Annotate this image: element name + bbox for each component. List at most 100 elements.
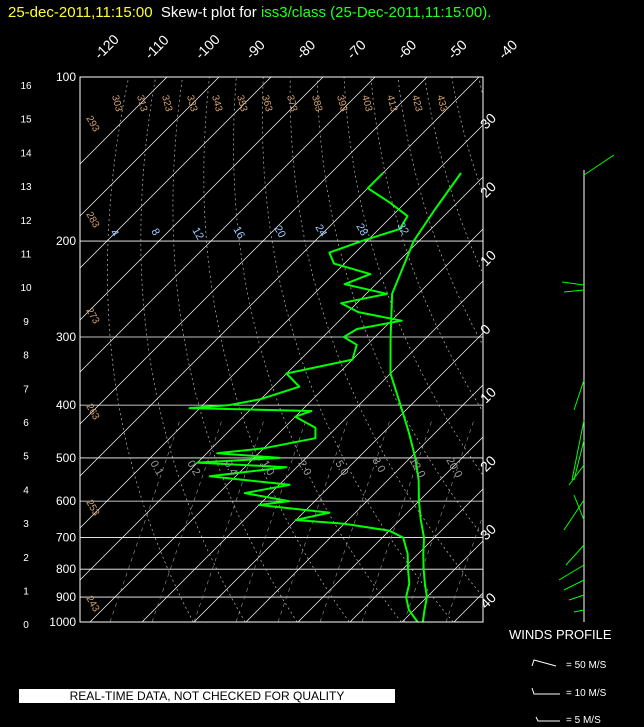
mixing-ratio-label: 20	[271, 224, 288, 241]
mixing-ratio-label: 4	[107, 228, 120, 239]
dry-adiabat-label: 363	[259, 94, 274, 113]
dry-adiabat-label: 423	[409, 94, 424, 113]
wind-barb	[583, 154, 615, 176]
mixing-ratio-line	[445, 514, 483, 622]
pressure-tick-label: 100	[56, 70, 76, 84]
lower-mixing-label: 0.1	[147, 459, 165, 478]
temp-tick-top: -50	[444, 36, 470, 62]
wind-barb	[573, 439, 585, 481]
dry-adiabat-label: 313	[134, 94, 149, 113]
winds-profile-title: WINDS PROFILE	[509, 627, 612, 642]
isotherm-line	[80, 124, 483, 529]
height-km-label: 7	[23, 384, 29, 395]
mixing-ratio-label: 16	[230, 225, 247, 242]
dry-adiabat-label: 383	[309, 94, 324, 113]
mixing-ratio-label: 24	[312, 223, 329, 240]
dry-adiabat-label: 323	[159, 94, 174, 113]
isotherm-line	[506, 77, 644, 622]
isotherm-line	[80, 77, 272, 269]
pressure-tick-label: 800	[56, 562, 76, 576]
height-km-label: 4	[23, 485, 29, 496]
dry-adiabat-line	[451, 77, 483, 195]
temp-tick-top: -40	[495, 36, 521, 62]
mixing-ratio-line	[403, 419, 475, 622]
title-plot-label: Skew-t plot for	[160, 4, 257, 21]
wind-barb	[573, 494, 585, 521]
wind-barb	[565, 544, 585, 566]
wind-barb	[558, 564, 585, 581]
mixing-ratio-line	[361, 419, 433, 622]
dewpoint-trace	[188, 172, 419, 622]
plot-inner	[80, 77, 644, 622]
pressure-tick-label: 900	[56, 590, 76, 604]
wind-barb	[561, 281, 585, 286]
height-km-label: 15	[20, 115, 32, 126]
dry-adiabat-line	[203, 77, 350, 622]
temp-tick-top: -70	[343, 36, 369, 62]
mixing-ratio-label: 12	[189, 226, 206, 243]
height-km-label: 0	[23, 620, 29, 631]
dry-adiabat-label: 293	[83, 114, 101, 134]
height-km-label: 14	[20, 148, 32, 159]
lower-mixing-label: 12.0	[406, 456, 427, 481]
title-station: iss3/class	[260, 4, 326, 21]
height-km-label: 3	[23, 519, 29, 530]
dry-adiabat-label: 433	[434, 94, 449, 113]
wind-barb	[568, 464, 585, 486]
temp-tick-right: 40	[477, 589, 499, 611]
temp-tick-right: 20	[477, 178, 499, 200]
wind-legend-50: = 50 M/S	[566, 660, 607, 671]
isotherm-line	[80, 77, 428, 425]
legend-barb-10	[531, 687, 560, 695]
isotherm-line	[80, 77, 324, 321]
dry-adiabat-line	[370, 77, 483, 413]
title-datetime: 25-dec-2011,11:15:00	[8, 4, 153, 21]
isotherm-line	[349, 488, 483, 622]
height-km-label: 10	[20, 283, 32, 294]
dry-adiabat-label: 283	[83, 210, 101, 230]
lower-mixing-label: 2.0	[295, 459, 313, 478]
dry-adiabat-line	[140, 77, 246, 622]
height-km-label: 11	[21, 250, 32, 261]
dry-adiabat-label: 373	[284, 94, 299, 113]
wind-legend-10: = 10 M/S	[566, 688, 607, 699]
mixing-ratio-label: 28	[353, 222, 370, 239]
height-km-label: 6	[23, 418, 29, 429]
temp-tick-top: -100	[192, 31, 223, 62]
temp-tick-right: 0	[477, 321, 494, 338]
dry-adiabat-line	[640, 77, 644, 622]
temp-tick-right: 10	[477, 247, 499, 269]
dry-adiabat-label: 413	[384, 94, 399, 113]
quality-disclaimer: REAL-TIME DATA, NOT CHECKED FOR QUALITY	[19, 689, 395, 703]
dry-adiabat-line	[586, 77, 644, 622]
isotherm-line	[80, 77, 480, 477]
lower-mixing-label: 8.0	[369, 456, 387, 475]
dry-adiabat-line	[559, 77, 644, 622]
temp-tick-right: 20	[477, 452, 499, 474]
dry-adiabat-line	[424, 77, 483, 275]
pressure-tick-label: 700	[56, 531, 76, 545]
pressure-tick-label: 200	[56, 234, 76, 248]
isotherm-line	[80, 77, 376, 373]
temp-tick-right: 10	[477, 384, 499, 406]
legend-barb-50	[531, 659, 557, 667]
isotherm-line	[297, 436, 483, 622]
dry-adiabat-line	[613, 77, 644, 622]
dry-adiabat-line	[107, 77, 194, 622]
wind-barb	[568, 594, 585, 601]
wind-barb	[573, 379, 585, 411]
height-km-label: 1	[23, 587, 29, 598]
temp-tick-top: -110	[141, 32, 172, 63]
mixing-ratio-line	[235, 419, 307, 622]
lower-mixing-label: 20.0	[443, 456, 464, 481]
plot-area	[79, 76, 644, 623]
pressure-tick-label: 1000	[49, 615, 76, 629]
isotherm-line	[193, 332, 483, 622]
isotherm-line	[80, 176, 483, 581]
height-km-label: 16	[20, 81, 32, 92]
temp-tick-right: 30	[477, 521, 499, 543]
isotherm-line	[141, 280, 483, 622]
wind-barb	[563, 289, 585, 293]
dry-adiabat-line	[172, 77, 298, 622]
